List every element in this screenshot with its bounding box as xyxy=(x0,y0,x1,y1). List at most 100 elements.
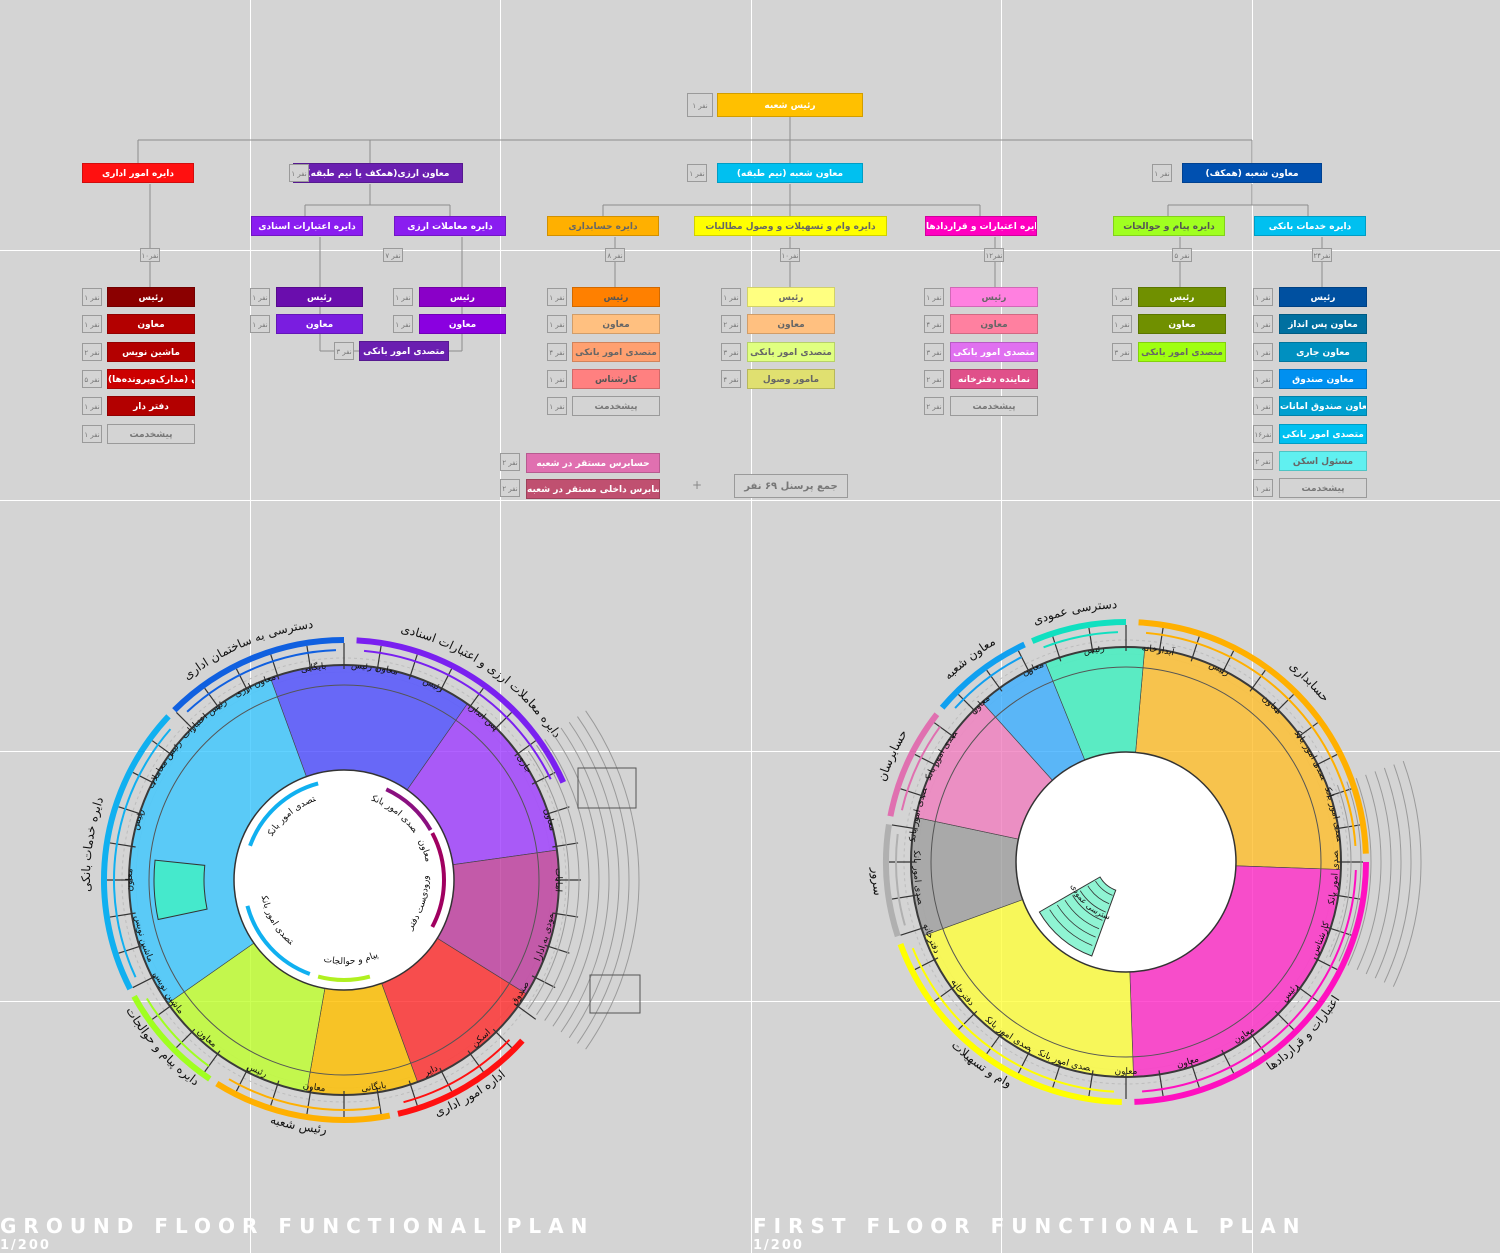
zone-band xyxy=(356,637,566,784)
partition xyxy=(933,722,956,739)
role-box: متصدی امور بانکی xyxy=(359,341,449,361)
role-box: معاون xyxy=(107,314,195,335)
role-box: بایگان (مدارک‌وپرونده‌ها) xyxy=(107,368,195,389)
role-box: رئیس xyxy=(107,287,195,307)
partition xyxy=(1017,1049,1031,1074)
role-box: متصدی امور بانکی xyxy=(572,341,660,362)
partition xyxy=(204,687,221,710)
partition xyxy=(376,645,382,672)
partition xyxy=(467,1050,484,1073)
stair-line xyxy=(527,750,570,1010)
sub-dept-total: ۱۰نفر xyxy=(140,248,160,262)
role-box: پیشخدمت xyxy=(572,396,660,417)
role-count: ۱ نفر xyxy=(924,288,944,306)
partition xyxy=(1221,1049,1235,1074)
room-label: معاون xyxy=(302,1081,326,1094)
role-count: ۱ نفر xyxy=(721,288,741,306)
role-box: رئیس xyxy=(1279,287,1367,307)
role-box: رئیس xyxy=(276,287,363,307)
partition xyxy=(1190,636,1200,662)
role-count: ۲ نفر xyxy=(924,397,944,416)
zone-band-inner xyxy=(186,649,337,713)
zone-band-inner xyxy=(895,833,906,926)
stair-line xyxy=(568,721,620,1039)
zone-band-inner xyxy=(900,726,941,811)
sub-dept-total: ۱۰نفر xyxy=(780,248,800,262)
inner-zone-arc xyxy=(317,974,371,982)
role-count: ۱ نفر xyxy=(1253,288,1273,306)
partition xyxy=(118,944,144,954)
role-box: مامور وصول xyxy=(747,368,835,389)
room-label: رئیس xyxy=(1083,644,1105,657)
role-count: ۱ نفر xyxy=(547,315,567,334)
partition xyxy=(552,912,579,918)
zone-band xyxy=(215,1080,391,1123)
sub-dept-box: دایره اعتبارات و قراردادها xyxy=(925,216,1037,236)
room-label: امانات xyxy=(553,868,563,892)
role-count: ۳ نفر xyxy=(1112,342,1132,361)
entrance-block xyxy=(589,974,641,1014)
partition xyxy=(306,645,312,672)
sub-dept-box: دایره خدمات بانکی xyxy=(1254,216,1366,236)
role-count: ۳ نفر xyxy=(924,342,944,361)
zone-band xyxy=(1138,619,1369,854)
role-box: معاون xyxy=(276,314,363,335)
sub-dept-box: دایره پیام و حوالجات xyxy=(1113,216,1225,236)
partition xyxy=(109,912,136,918)
partition xyxy=(492,1028,513,1049)
inner-zone-arc xyxy=(248,781,319,847)
role-box: معاون صندوق xyxy=(1279,368,1367,389)
partition xyxy=(1313,957,1338,971)
zone-label: سرور xyxy=(868,866,885,896)
role-box: متصدی امور بانکی xyxy=(1138,341,1226,362)
corridor xyxy=(930,666,1322,1058)
partition xyxy=(270,1080,280,1106)
role-box: کارشناس xyxy=(572,368,660,389)
partition xyxy=(891,824,918,830)
dept-count: ۱ نفر xyxy=(1152,164,1172,182)
role-box: متصدی امور بانکی xyxy=(747,341,835,362)
vertical-core xyxy=(1038,876,1117,957)
partition xyxy=(306,1088,312,1115)
partition xyxy=(957,1010,978,1031)
role-count: ۱ نفر xyxy=(1253,342,1273,361)
role-box: دفتر دار xyxy=(107,396,195,417)
partition xyxy=(439,1067,453,1092)
partition xyxy=(986,1032,1003,1055)
zone-band-inner xyxy=(363,649,552,780)
ground-plan-scale: 1/200 xyxy=(0,1238,51,1253)
partition xyxy=(900,926,926,936)
atrium xyxy=(1015,751,1237,973)
partition xyxy=(1221,650,1235,675)
zone-label: معاون شعبه xyxy=(941,634,998,682)
auditor-count: ۲ نفر xyxy=(500,479,520,497)
sub-dept-box: دایره وام و تسهیلات و وصول مطالبات xyxy=(694,216,887,236)
dept-count: ۱ نفر xyxy=(289,164,309,182)
zone-band-inner xyxy=(228,1078,381,1112)
role-box: پیشخدمت xyxy=(950,396,1038,417)
stair-line xyxy=(577,716,630,1044)
stair-line xyxy=(1365,771,1392,975)
stair-line xyxy=(1338,781,1362,962)
zone-band xyxy=(939,641,1026,710)
partition xyxy=(914,957,939,971)
role-count: ۴ نفر xyxy=(924,315,944,334)
inner-zone-arc xyxy=(245,905,311,976)
partition xyxy=(492,711,513,732)
role-box: رئیس xyxy=(1138,287,1226,307)
stair-line xyxy=(585,710,640,1050)
stair-line xyxy=(1095,880,1113,896)
stair-line xyxy=(1087,885,1110,905)
role-count: ۱ نفر xyxy=(547,288,567,306)
partition xyxy=(270,654,280,680)
zone-band xyxy=(1031,619,1127,644)
stair-line xyxy=(1374,767,1402,979)
stair-line xyxy=(1329,784,1352,958)
grid-line xyxy=(0,250,1500,251)
partition xyxy=(1158,627,1164,654)
partition xyxy=(1052,636,1062,662)
partition xyxy=(1249,1032,1266,1055)
sub-dept-box: دایره حسابداری xyxy=(547,216,659,236)
role-box: نماینده دفترخانه xyxy=(950,368,1038,389)
